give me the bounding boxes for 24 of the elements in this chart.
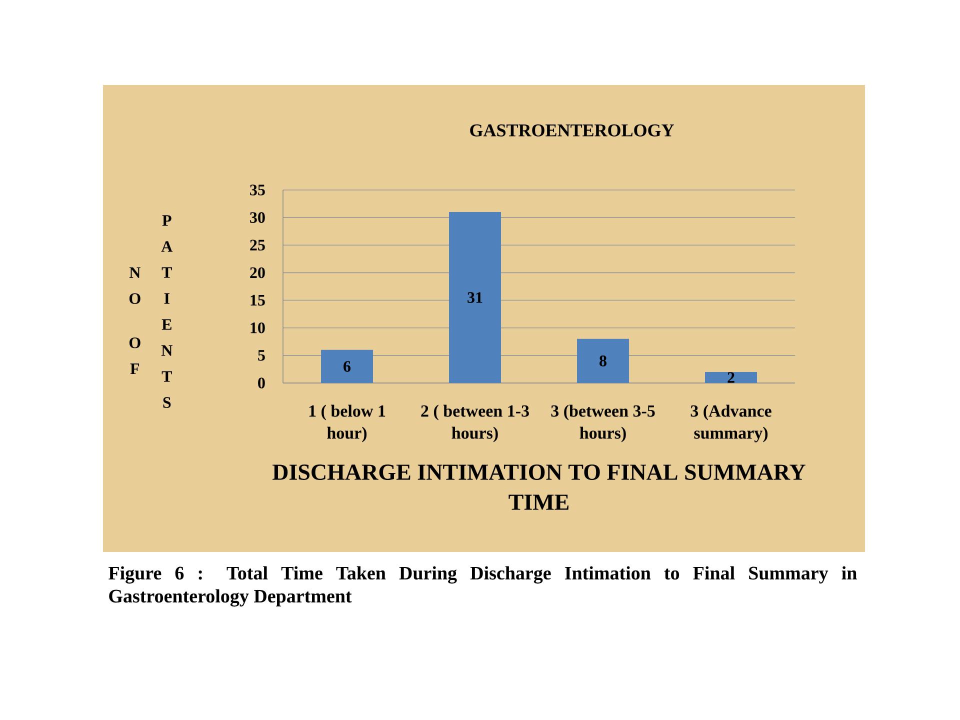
bar — [321, 350, 374, 383]
y-tick-label: 25 — [250, 240, 265, 251]
data-label: 31 — [468, 292, 482, 303]
caption: Figure 6 : Total Time Taken During Discharge Intimation to Final Summary in Gastroenterology Department — [108, 566, 857, 607]
bar — [705, 372, 758, 383]
y-tick-label: 35 — [250, 184, 265, 196]
y-tick-label: 0 — [258, 378, 265, 388]
data-label: 2 — [728, 372, 734, 383]
y-tick-label: 5 — [258, 350, 265, 361]
y-tick-label: 15 — [250, 294, 265, 306]
bar — [577, 338, 630, 383]
y-tick-label: 30 — [250, 212, 265, 223]
x-tick-label: 1 ( below 1 hour) — [309, 404, 386, 442]
x-tick-label: 2 ( between 1-3 hours) — [421, 404, 529, 442]
data-label: 8 — [600, 356, 606, 366]
y-tick-label: 20 — [250, 267, 265, 278]
bar — [449, 212, 502, 383]
chart-title: GASTROENTEROLOGY — [470, 124, 674, 136]
x-axis-title: DISCHARGE INTIMATION TO FINAL SUMMARY TIME — [272, 464, 806, 510]
data-label: 6 — [344, 361, 351, 372]
y-tick-label: 10 — [250, 322, 265, 334]
x-tick-label: 3 (between 3-5 hours) — [551, 404, 655, 442]
text: NO OF PATIENTS — [129, 215, 173, 408]
x-tick-label: 3 (Advance summary) — [690, 404, 772, 442]
